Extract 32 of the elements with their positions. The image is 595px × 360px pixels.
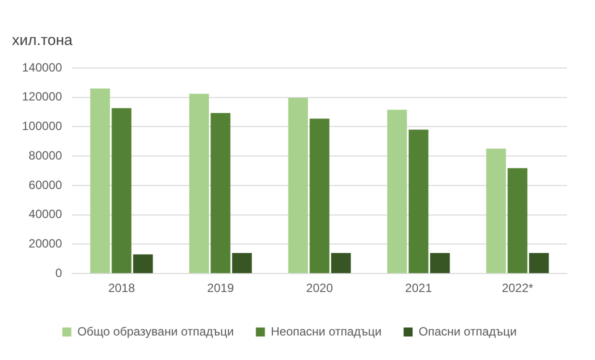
x-tick-label: 2022*: [502, 281, 534, 296]
y-tick-label: 20000: [28, 236, 62, 251]
legend-label: Опасни отпадъци: [418, 324, 517, 338]
legend-label: Неопасни отпадъци: [270, 324, 382, 338]
bar: [331, 253, 351, 274]
bar: [90, 88, 110, 274]
bar: [189, 94, 209, 274]
bar: [112, 108, 132, 274]
y-tick-label: 0: [55, 266, 62, 280]
bar: [529, 253, 549, 274]
y-tick-label: 60000: [28, 178, 62, 192]
x-tick-label: 2019: [207, 281, 234, 296]
bar: [387, 110, 407, 274]
bar: [232, 253, 252, 274]
bar: [508, 168, 528, 274]
x-tick-label: 2021: [405, 281, 432, 296]
y-tick-label: 80000: [28, 148, 62, 162]
y-axis-title: хил.тона: [12, 32, 74, 50]
bar: [430, 253, 450, 274]
y-tick-label: 140000: [22, 60, 62, 74]
y-tick-label: 120000: [22, 90, 62, 104]
bar: [288, 98, 308, 274]
bar: [133, 254, 153, 274]
bar: [408, 130, 428, 274]
y-tick-label: 100000: [22, 119, 62, 134]
x-tick-label: 2020: [306, 281, 334, 296]
y-tick-label: 40000: [28, 207, 62, 222]
x-tick-label: 2018: [108, 281, 136, 296]
bar: [210, 112, 230, 274]
bar: [486, 148, 506, 274]
legend-label: Общо образувани отпадъци: [77, 324, 234, 338]
bar: [310, 118, 330, 274]
